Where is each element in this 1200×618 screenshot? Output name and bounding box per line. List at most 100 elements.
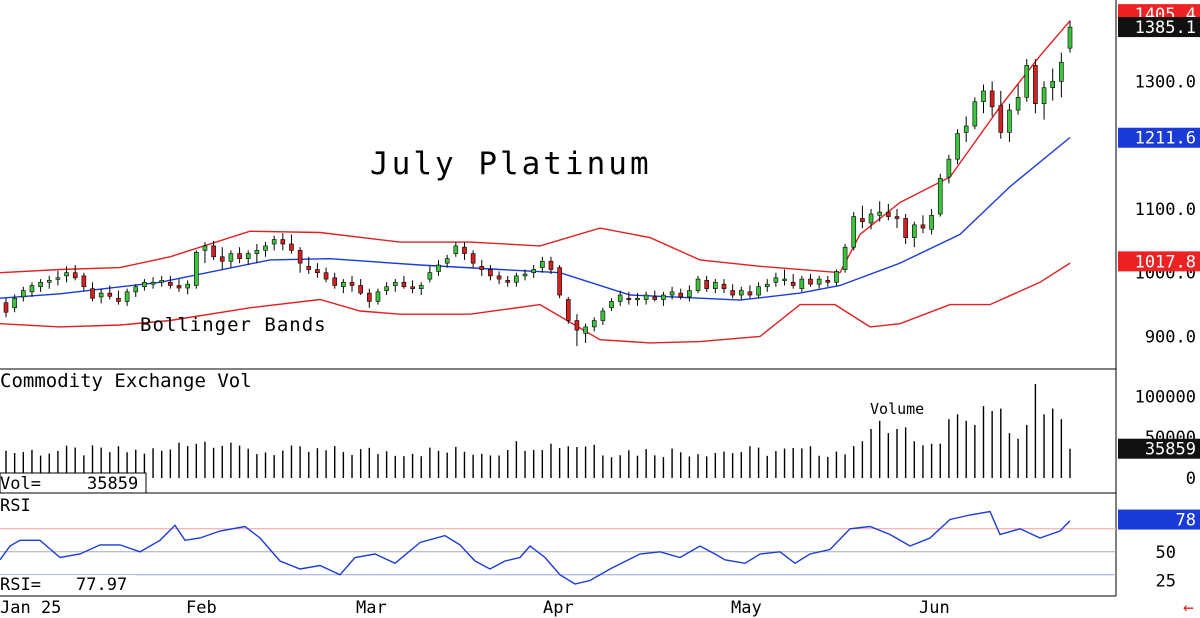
candle-down — [1033, 65, 1038, 104]
candle-down — [297, 250, 303, 264]
candle-up — [29, 285, 35, 293]
candle-up — [64, 272, 69, 277]
rsi-tag: 78 — [1176, 511, 1196, 531]
candle-up — [773, 277, 779, 283]
volume-tag-bg — [1118, 438, 1200, 459]
candle-down — [470, 253, 476, 264]
candle-up — [540, 260, 545, 268]
lower-bollinger-band — [0, 262, 1071, 344]
candle-up — [911, 224, 917, 238]
candle-down — [505, 280, 511, 283]
candle-up — [254, 250, 260, 254]
candle-down — [306, 266, 312, 270]
candle-down — [315, 269, 320, 274]
candle-down — [72, 272, 78, 279]
candle-down — [860, 218, 865, 222]
volume-panel-title: Commodity Exchange Vol — [0, 370, 252, 392]
candle-up — [1050, 81, 1055, 89]
price-tag: 1211.6 — [1135, 129, 1196, 149]
candle-down — [998, 105, 1004, 133]
candle-up — [98, 292, 104, 298]
candle-up — [799, 278, 805, 289]
candle-up — [150, 281, 156, 285]
volume-tick-label: 0 — [1186, 469, 1196, 489]
rsi-readout-value: 77.97 — [76, 575, 127, 595]
candle-down — [652, 296, 658, 300]
candle-up — [972, 101, 978, 127]
volume-label: Volume — [870, 400, 924, 418]
rsi-tick-label: 50 — [1156, 543, 1176, 563]
candle-down — [358, 285, 363, 294]
volume-tag: 35859 — [1145, 440, 1196, 460]
price-tick-label: 1100.0 — [1135, 200, 1196, 220]
price-tick-label: 900.0 — [1145, 327, 1196, 347]
price-tag-bg — [1118, 17, 1200, 38]
candle-up — [392, 281, 398, 286]
price-tag-bg — [1118, 251, 1200, 272]
month-label-may: May — [731, 598, 762, 618]
candle-up — [531, 269, 536, 274]
candle-down — [548, 260, 554, 270]
candle-up — [955, 133, 960, 160]
candle-up — [617, 294, 623, 302]
candle-up — [600, 310, 606, 321]
candle-down — [289, 243, 294, 251]
candle-up — [635, 297, 640, 301]
candle-down — [107, 292, 113, 297]
candle-up — [981, 90, 986, 103]
rsi-tag-bg — [1118, 509, 1200, 530]
candle-down — [808, 278, 813, 285]
candle-up — [341, 281, 346, 288]
candle-up — [12, 297, 17, 309]
candle-up — [55, 277, 61, 280]
candle-down — [790, 281, 796, 286]
candle-up — [1024, 65, 1030, 98]
month-label-jun: Jun — [919, 598, 950, 618]
candle-up — [868, 213, 874, 224]
month-label-jan: Jan 25 — [0, 598, 61, 618]
candle-up — [263, 245, 268, 251]
candle-down — [410, 286, 415, 289]
price-tick-label: 1300.0 — [1135, 72, 1196, 92]
candle-down — [367, 292, 372, 302]
candle-up — [245, 253, 251, 259]
scroll-left-arrow-icon[interactable]: ← — [1183, 597, 1194, 618]
moving-average-line — [0, 136, 1071, 301]
candle-down — [557, 267, 562, 296]
candle-down — [825, 280, 831, 283]
candle-down — [721, 283, 727, 289]
vol-readout-box — [0, 472, 147, 494]
candle-up — [877, 211, 882, 216]
candle-up — [738, 290, 744, 296]
price-tag: 1385.1 — [1135, 18, 1196, 38]
price-tag-bg — [1118, 127, 1200, 148]
candle-down — [496, 275, 502, 280]
candle-down — [349, 281, 355, 286]
candle-down — [704, 280, 709, 289]
candle-up — [963, 125, 969, 133]
candle-down — [90, 288, 95, 299]
candle-down — [168, 281, 173, 286]
candle-up — [661, 294, 666, 300]
candle-up — [185, 283, 190, 289]
candle-down — [219, 256, 225, 262]
candle-up — [133, 286, 139, 293]
candle-up — [436, 264, 441, 272]
candle-up — [453, 245, 459, 254]
vol-readout-label: Vol= — [0, 474, 41, 494]
candle-up — [159, 280, 165, 283]
candle-down — [989, 90, 995, 108]
candle-up — [46, 280, 52, 283]
bands-label: Bollinger Bands — [140, 314, 327, 336]
candle-down — [462, 246, 467, 254]
rsi-readout-box — [0, 575, 136, 595]
candle-up — [583, 326, 588, 334]
vol-readout-value: 35859 — [87, 474, 138, 494]
candle-down — [81, 275, 87, 288]
candle-down — [280, 239, 286, 245]
candle-down — [211, 245, 216, 258]
candle-down — [920, 224, 926, 229]
candle-down — [903, 218, 908, 238]
candle-down — [401, 281, 407, 288]
